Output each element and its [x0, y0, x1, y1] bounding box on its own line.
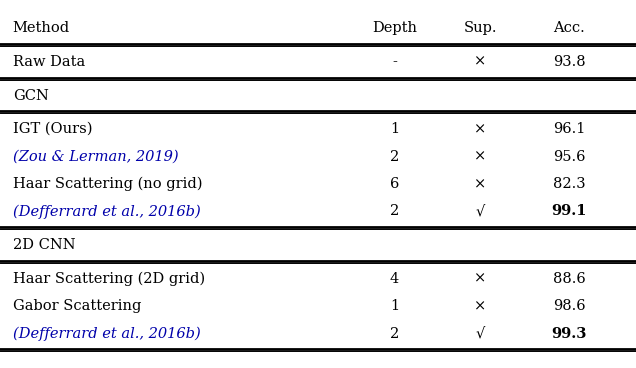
Text: Depth: Depth	[372, 21, 417, 35]
Text: ×: ×	[474, 149, 487, 163]
Text: Haar Scattering (2D grid): Haar Scattering (2D grid)	[13, 271, 205, 286]
Text: GCN: GCN	[13, 89, 48, 103]
Text: 2: 2	[390, 326, 399, 340]
Text: 2: 2	[390, 205, 399, 219]
Text: Acc.: Acc.	[553, 21, 585, 35]
Text: 1: 1	[390, 299, 399, 313]
Text: ×: ×	[474, 122, 487, 136]
Text: ×: ×	[474, 55, 487, 69]
Text: 2D CNN: 2D CNN	[13, 238, 75, 252]
Text: √: √	[476, 205, 485, 219]
Text: Raw Data: Raw Data	[13, 55, 85, 69]
Text: ×: ×	[474, 177, 487, 191]
Text: 6: 6	[390, 177, 399, 191]
Text: 82.3: 82.3	[553, 177, 586, 191]
Text: 98.6: 98.6	[553, 299, 586, 313]
Text: ×: ×	[474, 299, 487, 313]
Text: IGT (Ours): IGT (Ours)	[13, 122, 92, 136]
Text: 96.1: 96.1	[553, 122, 585, 136]
Text: 99.1: 99.1	[551, 205, 587, 219]
Text: Haar Scattering (no grid): Haar Scattering (no grid)	[13, 177, 202, 191]
Text: √: √	[476, 326, 485, 340]
Text: -: -	[392, 55, 397, 69]
Text: 1: 1	[390, 122, 399, 136]
Text: 95.6: 95.6	[553, 149, 586, 163]
Text: 99.3: 99.3	[551, 326, 587, 340]
Text: 88.6: 88.6	[553, 272, 586, 286]
Text: 4: 4	[390, 272, 399, 286]
Text: 93.8: 93.8	[553, 55, 586, 69]
Text: 2: 2	[390, 149, 399, 163]
Text: ×: ×	[474, 272, 487, 286]
Text: (Defferrard et al., 2016b): (Defferrard et al., 2016b)	[13, 204, 200, 219]
Text: (Zou & Lerman, 2019): (Zou & Lerman, 2019)	[13, 149, 178, 163]
Text: Gabor Scattering: Gabor Scattering	[13, 299, 141, 313]
Text: Sup.: Sup.	[464, 21, 497, 35]
Text: (Defferrard et al., 2016b): (Defferrard et al., 2016b)	[13, 326, 200, 341]
Text: Method: Method	[13, 21, 70, 35]
